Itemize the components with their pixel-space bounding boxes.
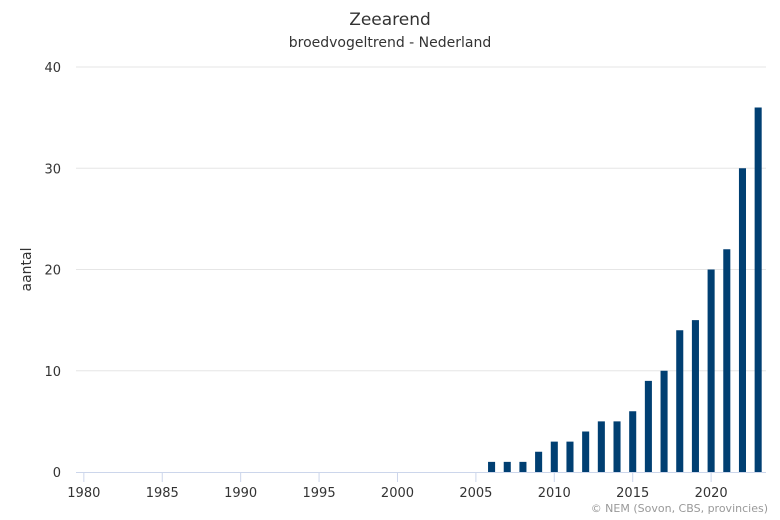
y-axis-label: aantal [19,248,35,292]
x-tick-label: 2005 [459,486,492,501]
chart-subtitle: broedvogeltrend - Nederland [288,35,492,51]
bar [660,370,668,472]
credit-text: © NEM (Sovon, CBS, provincies) [590,502,768,515]
x-tick-label: 2010 [538,486,571,501]
chart-title: Zeearend [349,10,431,30]
x-tick-label: 2020 [695,486,728,501]
y-tick-label: 0 [53,466,61,481]
bar [535,451,543,472]
bar [613,421,621,472]
y-tick-label: 20 [44,264,61,279]
bar [550,441,558,472]
bar [597,421,605,472]
y-tick-label: 40 [44,61,61,76]
y-tick-label: 10 [44,365,61,380]
x-tick-label: 1985 [146,486,179,501]
x-tick-label: 1995 [303,486,336,501]
bar [582,431,590,472]
x-tick-label: 1990 [224,486,257,501]
bar [691,320,699,472]
x-tick-label: 1980 [67,486,100,501]
bar [707,269,715,472]
bar [723,249,731,472]
bar [676,330,684,472]
x-tick-label: 2015 [616,486,649,501]
y-tick-label: 30 [44,162,61,177]
bar [754,107,762,472]
bar [488,461,496,472]
bar [503,461,511,472]
bar [519,461,527,472]
x-tick-label: 2000 [381,486,414,501]
bar [738,168,747,472]
bar [566,441,574,472]
bar [629,411,637,472]
bar [644,380,652,472]
